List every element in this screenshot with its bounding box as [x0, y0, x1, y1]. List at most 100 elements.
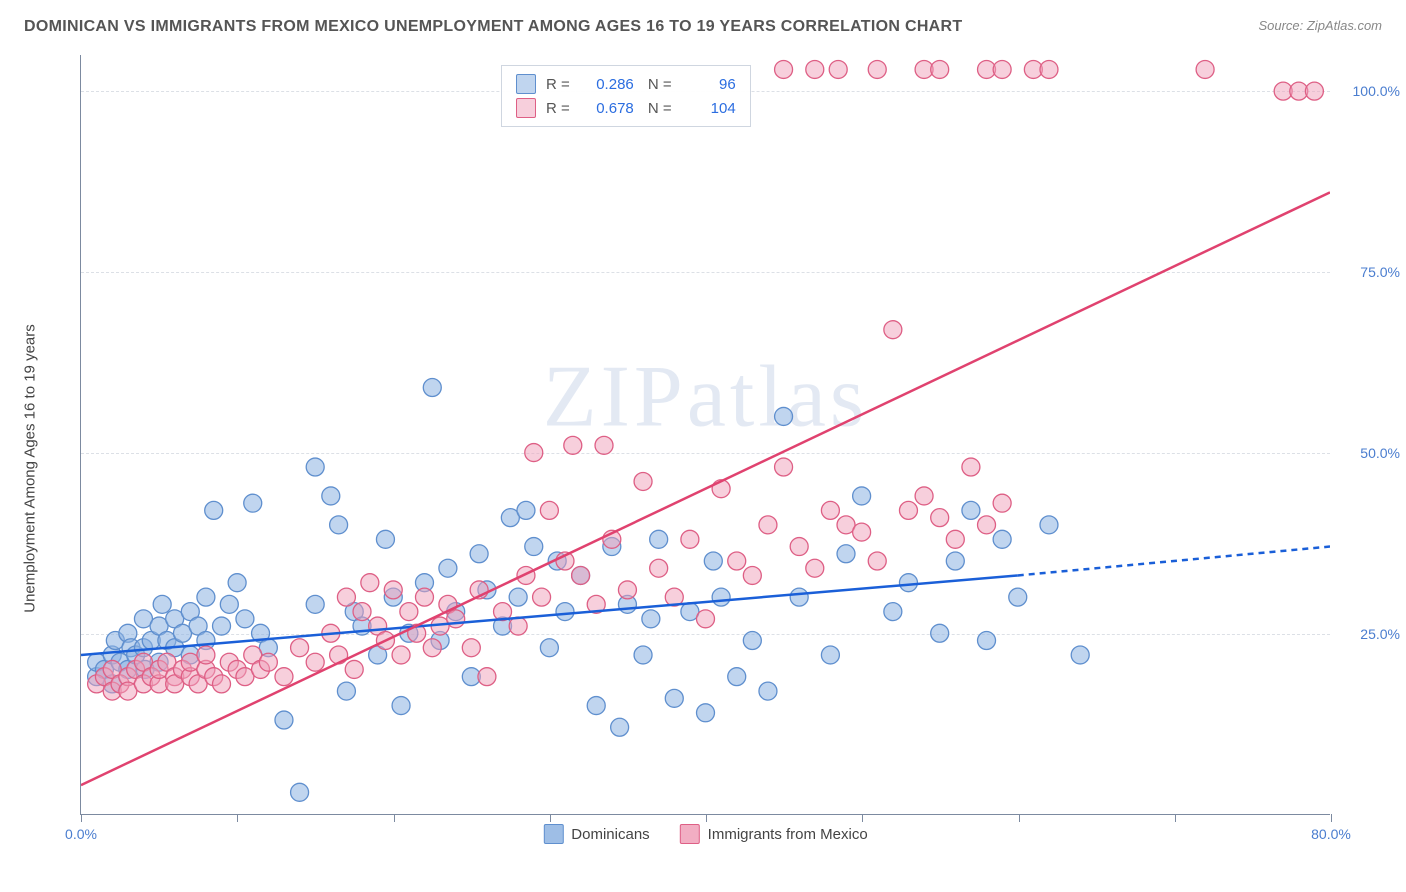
- x-tick-label: 0.0%: [65, 826, 97, 842]
- data-point: [392, 646, 410, 664]
- x-tick: [550, 814, 551, 822]
- y-tick-label: 50.0%: [1360, 445, 1400, 461]
- y-tick-label: 75.0%: [1360, 264, 1400, 280]
- x-tick: [1331, 814, 1332, 822]
- data-point: [775, 458, 793, 476]
- data-point: [634, 646, 652, 664]
- data-point: [946, 530, 964, 548]
- data-point: [533, 588, 551, 606]
- data-point: [291, 639, 309, 657]
- data-point: [392, 697, 410, 715]
- data-point: [634, 472, 652, 490]
- y-tick-label: 100.0%: [1353, 83, 1400, 99]
- data-point: [540, 639, 558, 657]
- x-tick: [1019, 814, 1020, 822]
- data-point: [728, 668, 746, 686]
- data-point: [228, 574, 246, 592]
- x-tick-label: 80.0%: [1311, 826, 1351, 842]
- stats-legend: R = 0.286 N = 96 R = 0.678 N = 104: [501, 65, 751, 127]
- data-point: [1305, 82, 1323, 100]
- x-tick: [394, 814, 395, 822]
- data-point: [806, 60, 824, 78]
- legend-bottom: Dominicans Immigrants from Mexico: [543, 824, 867, 844]
- data-point: [153, 595, 171, 613]
- data-point: [1071, 646, 1089, 664]
- data-point: [1040, 60, 1058, 78]
- data-point: [728, 552, 746, 570]
- chart-container: Unemployment Among Ages 16 to 19 years Z…: [50, 55, 1390, 865]
- data-point: [790, 538, 808, 556]
- data-point: [743, 566, 761, 584]
- data-point: [384, 581, 402, 599]
- stat-r-label-2: R =: [546, 100, 570, 117]
- data-point: [611, 718, 629, 736]
- swatch-series-1: [516, 74, 536, 94]
- data-point: [470, 545, 488, 563]
- data-point: [1009, 588, 1027, 606]
- data-point: [899, 574, 917, 592]
- data-point: [197, 646, 215, 664]
- x-tick: [706, 814, 707, 822]
- data-point: [306, 458, 324, 476]
- y-axis-label: Unemployment Among Ages 16 to 19 years: [22, 324, 39, 613]
- data-point: [962, 458, 980, 476]
- data-point: [899, 501, 917, 519]
- data-point: [665, 689, 683, 707]
- data-point: [790, 588, 808, 606]
- data-point: [931, 509, 949, 527]
- data-point: [1040, 516, 1058, 534]
- data-point: [291, 783, 309, 801]
- data-point: [595, 436, 613, 454]
- regression-line: [1018, 547, 1330, 576]
- data-point: [462, 639, 480, 657]
- swatch-series-2: [516, 98, 536, 118]
- data-point: [915, 487, 933, 505]
- data-point: [759, 516, 777, 534]
- data-point: [400, 603, 418, 621]
- data-point: [564, 436, 582, 454]
- data-point: [540, 501, 558, 519]
- stat-n-label-2: N =: [644, 100, 672, 117]
- data-point: [415, 588, 433, 606]
- legend-item-2: Immigrants from Mexico: [680, 824, 868, 844]
- data-point: [993, 60, 1011, 78]
- data-point: [697, 610, 715, 628]
- x-tick: [862, 814, 863, 822]
- data-point: [759, 682, 777, 700]
- data-point: [345, 660, 363, 678]
- stat-r-label: R =: [546, 76, 570, 93]
- data-point: [447, 610, 465, 628]
- data-point: [259, 653, 277, 671]
- stat-n-value-1: 96: [682, 76, 736, 93]
- data-point: [353, 603, 371, 621]
- data-point: [821, 646, 839, 664]
- data-point: [821, 501, 839, 519]
- data-point: [556, 603, 574, 621]
- data-point: [743, 632, 761, 650]
- legend-label-2: Immigrants from Mexico: [708, 826, 868, 843]
- data-point: [868, 60, 886, 78]
- data-point: [618, 581, 636, 599]
- header-row: DOMINICAN VS IMMIGRANTS FROM MEXICO UNEM…: [0, 0, 1406, 44]
- data-point: [650, 530, 668, 548]
- data-point: [978, 516, 996, 534]
- data-point: [837, 545, 855, 563]
- data-point: [775, 60, 793, 78]
- data-point: [931, 60, 949, 78]
- data-point: [322, 487, 340, 505]
- data-point: [978, 632, 996, 650]
- plot-area: ZIPatlas R = 0.286 N = 96 R = 0.678 N = …: [80, 55, 1330, 815]
- data-point: [244, 494, 262, 512]
- stats-row-2: R = 0.678 N = 104: [516, 96, 736, 120]
- data-point: [423, 639, 441, 657]
- data-point: [587, 697, 605, 715]
- data-point: [337, 588, 355, 606]
- data-point: [306, 653, 324, 671]
- data-point: [993, 530, 1011, 548]
- data-point: [1196, 60, 1214, 78]
- stat-r-value-2: 0.678: [580, 100, 634, 117]
- data-point: [993, 494, 1011, 512]
- data-point: [962, 501, 980, 519]
- data-point: [712, 588, 730, 606]
- data-point: [884, 321, 902, 339]
